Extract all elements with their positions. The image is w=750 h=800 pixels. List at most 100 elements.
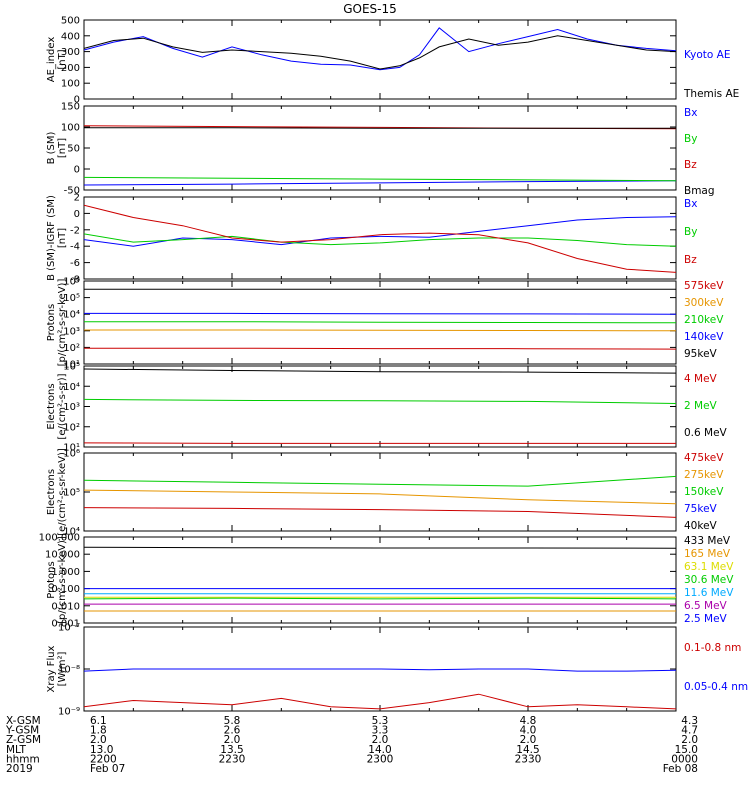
legend-entry: 95keV <box>684 348 718 360</box>
y-tick-label: 10³ <box>63 402 80 413</box>
legend-entry: 475keV <box>684 452 724 464</box>
legend-entry: 300keV <box>684 297 724 309</box>
legend-entry: 140keV <box>684 331 724 343</box>
y-axis-label: Electrons <box>46 383 57 429</box>
y-tick-label: 10² <box>63 422 80 433</box>
y-tick-label: 10⁴ <box>63 310 80 321</box>
legend-entry: 575keV <box>684 280 724 292</box>
legend-entry: 40keV <box>684 520 718 532</box>
series-line <box>84 693 676 710</box>
y-axis-label: [nT] <box>57 228 68 248</box>
panel-4: 10¹ 10² 10³ 10⁴ 10⁵ 10⁶ Protons [p/(cm²-s-sr-ke… <box>46 277 724 371</box>
ephemeris-value: 4.8 <box>520 715 537 727</box>
y-tick-label: 10¹ <box>63 443 80 454</box>
y-tick-label: 10¹ <box>63 360 80 371</box>
legend-entry: Kyoto AE <box>684 49 730 61</box>
ephemeris-value: 2.0 <box>90 734 107 746</box>
y-tick-label: 400 <box>61 31 80 42</box>
panel-2: -50 0 50 100 150 B (SM) [nT] Bx By Bz Bmag <box>46 102 715 198</box>
series-line <box>84 597 676 600</box>
y-tick-label: 50 <box>67 144 80 155</box>
y-tick-label: 10⁵ <box>63 293 80 304</box>
legend-entry: Bx <box>684 107 697 119</box>
legend-entry: 0.6 MeV <box>684 427 728 439</box>
ephemeris-value: 5.3 <box>372 715 389 727</box>
series-line <box>84 35 676 70</box>
y-tick-label: 150 <box>61 102 80 113</box>
legend-entry: 30.6 MeV <box>684 574 734 586</box>
ephemeris-value: 2200 <box>90 753 117 765</box>
legend-entry: 150keV <box>684 486 724 498</box>
legend-entry: 63.1 MeV <box>684 561 734 573</box>
panel-frame <box>83 19 677 100</box>
y-tick-label: 10⁻⁹ <box>58 707 80 718</box>
y-tick-label: 10⁴ <box>63 382 80 393</box>
ephemeris-value: 14.5 <box>516 744 539 756</box>
y-tick-label: 10⁴ <box>63 527 80 538</box>
y-axis-label: Electrons <box>46 469 57 515</box>
legend-entry: 165 MeV <box>684 548 731 560</box>
ephemeris-value: 6.1 <box>90 715 107 727</box>
y-tick-label: 10.000 <box>45 550 80 561</box>
ephemeris-table: X-GSMY-GSMZ-GSMMLThhmm20196.11.82.013.02… <box>5 715 698 775</box>
y-tick-label: 300 <box>61 47 80 58</box>
series-line <box>84 312 676 315</box>
panel-1: 0 100 200 300 400 500 AE_index [nT] Kyoto AE Them… <box>46 16 739 106</box>
series-line <box>84 368 676 374</box>
ephemeris-value: 4.3 <box>681 715 698 727</box>
y-axis-label: Protons <box>46 561 57 598</box>
legend-entry: 2 MeV <box>684 400 718 412</box>
panel-3: -8 -6 -4 -2 0 2 B (SM)-IGRF (SM) [nT] Bx By Bz <box>46 193 697 286</box>
y-axis-label: [nT] <box>57 49 68 69</box>
series-line <box>84 27 676 71</box>
panel-frame <box>83 452 677 532</box>
series-line <box>84 216 676 247</box>
y-axis-label: Protons <box>46 304 57 341</box>
legend-entry: Bx <box>684 198 697 210</box>
ephemeris-value: 4.7 <box>681 725 698 737</box>
ephemeris-row-label: 2019 <box>6 763 33 775</box>
ephemeris-value: 2300 <box>367 753 394 765</box>
y-axis-label: [p/(cm²-s-sr-keV)] <box>57 279 68 367</box>
y-tick-label: 10⁶ <box>63 449 80 460</box>
ephemeris-value: 2.0 <box>224 734 241 746</box>
y-axis-label: [W/m²] <box>57 651 68 686</box>
ephemeris-value: 2.0 <box>681 734 698 746</box>
panel-5: 10¹ 10² 10³ 10⁴ 10⁵ Electrons [e/(cm²-s-sr)] 4 … <box>46 362 728 454</box>
y-axis-label: [e/(cm²-s-sr-keV)] <box>57 448 68 536</box>
series-line <box>84 546 676 549</box>
series-line <box>84 442 676 444</box>
ephemeris-value: 14.0 <box>368 744 391 756</box>
legend-entry: 4 MeV <box>684 373 718 385</box>
y-tick-label: 100 <box>61 123 80 134</box>
y-tick-label: -2 <box>70 225 80 236</box>
y-tick-label: 2 <box>74 193 80 204</box>
y-tick-label: 10⁶ <box>63 277 80 288</box>
y-tick-label: -6 <box>70 258 80 269</box>
ephemeris-value: 2.0 <box>520 734 537 746</box>
series-line <box>84 489 676 505</box>
panel-6: 10⁴ 10⁵ 10⁶ Electrons [e/(cm²-s-sr-keV)] 475k… <box>46 448 724 538</box>
ephemeris-value: 2.6 <box>224 725 241 737</box>
y-tick-label: 100 <box>61 79 80 90</box>
legend-entry: 275keV <box>684 469 724 481</box>
legend-entry: 6.5 MeV <box>684 600 728 612</box>
legend-entry: By <box>684 133 697 145</box>
legend-entry: 2.5 MeV <box>684 613 728 625</box>
ephemeris-value: Feb 08 <box>663 763 698 775</box>
y-tick-label: 200 <box>61 63 80 74</box>
panel-frame <box>83 365 677 448</box>
ephemeris-value: 15.0 <box>675 744 698 756</box>
panel-frame <box>83 536 677 624</box>
y-tick-label: 10⁵ <box>63 488 80 499</box>
ephemeris-value: 1.8 <box>90 725 107 737</box>
legend-entry: By <box>684 226 697 238</box>
y-axis-label: B (SM)-IGRF (SM) <box>46 195 57 281</box>
y-axis-label: Xray Flux <box>46 645 57 692</box>
ephemeris-row-label: X-GSM <box>6 715 41 727</box>
ephemeris-row-label: MLT <box>6 744 26 756</box>
legend-entry: 210keV <box>684 314 724 326</box>
series-line <box>84 204 676 273</box>
